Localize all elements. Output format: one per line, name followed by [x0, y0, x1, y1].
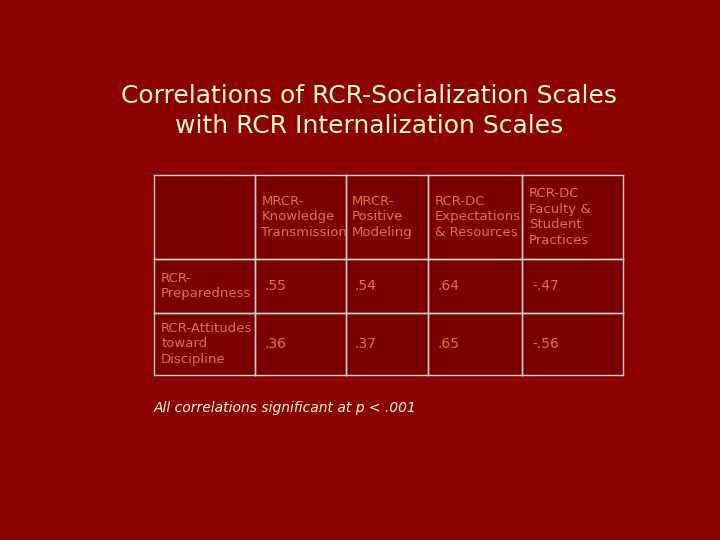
Bar — [522, 259, 623, 313]
Text: All correlations significant at p < .001: All correlations significant at p < .001 — [154, 401, 417, 415]
Bar — [346, 259, 428, 313]
Bar — [428, 259, 522, 313]
Text: -.47: -.47 — [532, 279, 559, 293]
Bar — [154, 259, 255, 313]
Text: RCR-DC
Expectations
& Resources: RCR-DC Expectations & Resources — [435, 195, 521, 239]
Bar — [255, 259, 346, 313]
Text: .36: .36 — [264, 336, 286, 350]
Bar — [522, 175, 623, 259]
Text: RCR-DC
Faculty &
Student
Practices: RCR-DC Faculty & Student Practices — [529, 187, 591, 247]
Bar — [154, 175, 255, 259]
Bar — [428, 313, 522, 375]
Text: Correlations of RCR-Socialization Scales
with RCR Internalization Scales: Correlations of RCR-Socialization Scales… — [121, 84, 617, 138]
Text: MRCR-
Positive
Modeling: MRCR- Positive Modeling — [352, 195, 413, 239]
Text: MRCR-
Knowledge
Transmission: MRCR- Knowledge Transmission — [261, 195, 347, 239]
Text: RCR-
Preparedness: RCR- Preparedness — [161, 272, 251, 300]
Text: .54: .54 — [354, 279, 377, 293]
Bar — [255, 313, 346, 375]
Text: .65: .65 — [438, 336, 460, 350]
Text: .64: .64 — [438, 279, 460, 293]
Text: RCR-Attitudes
toward
Discipline: RCR-Attitudes toward Discipline — [161, 322, 253, 366]
Text: .37: .37 — [354, 336, 377, 350]
Text: -.56: -.56 — [532, 336, 559, 350]
Bar — [428, 175, 522, 259]
Bar — [346, 313, 428, 375]
Bar — [154, 313, 255, 375]
Bar — [346, 175, 428, 259]
Bar — [522, 313, 623, 375]
Text: .55: .55 — [264, 279, 286, 293]
Bar — [255, 175, 346, 259]
